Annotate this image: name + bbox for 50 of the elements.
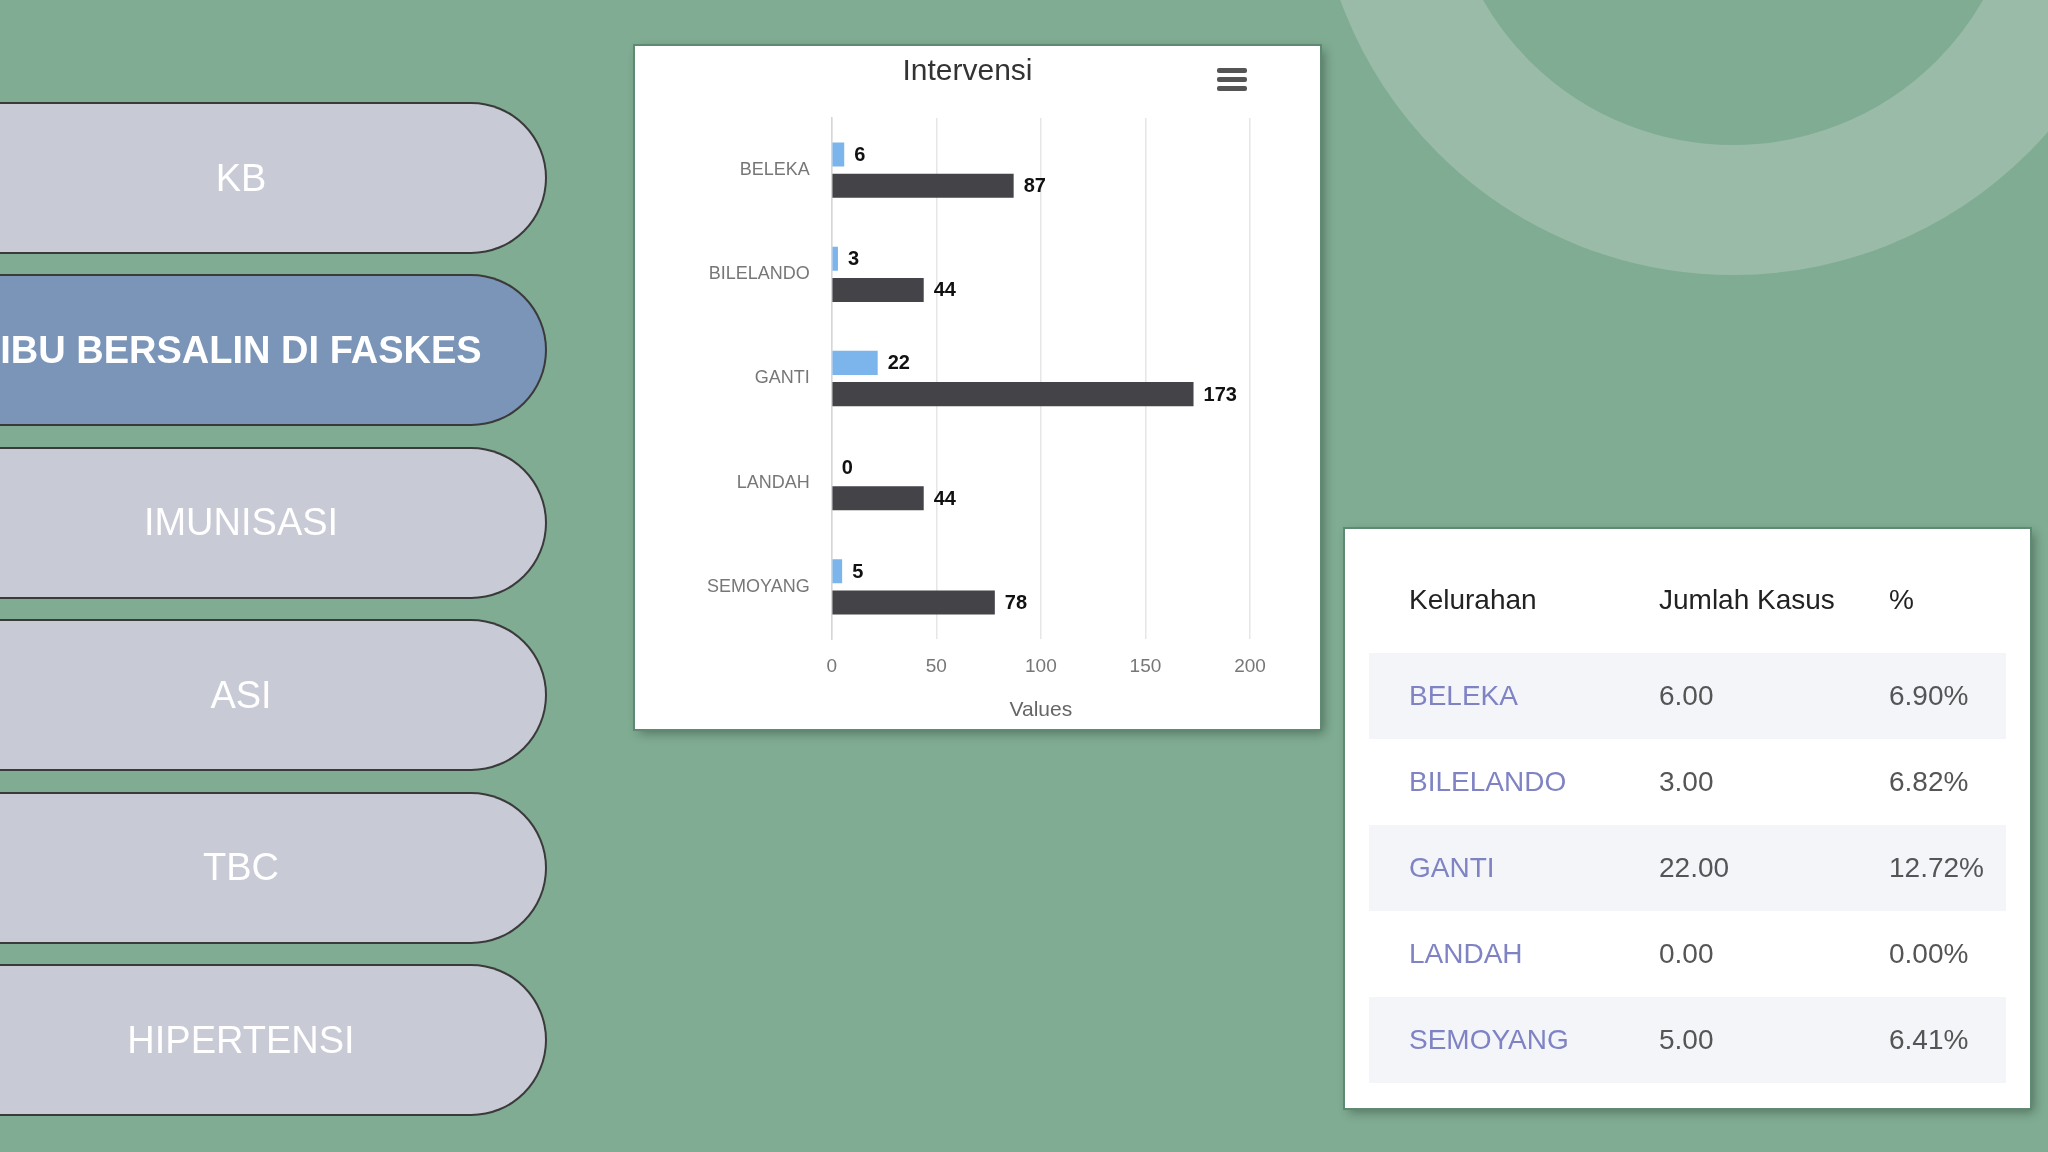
bar: [832, 246, 838, 271]
text: 3.00: [1659, 766, 1714, 798]
bar: [832, 277, 924, 302]
bar: [832, 590, 995, 615]
data-label: 5: [852, 559, 864, 582]
text: 0.00: [1659, 938, 1714, 970]
data-label: 173: [1203, 382, 1237, 405]
bar: [832, 486, 924, 511]
category-label: IBU BERSALIN DI FASKES: [0, 328, 482, 372]
text: LANDAH: [1409, 938, 1523, 970]
text: GANTI: [1409, 852, 1495, 884]
text: SEMOYANG: [1409, 1024, 1569, 1056]
y-tick-label: BILELANDO: [708, 263, 810, 284]
text: 5.00: [1659, 1024, 1714, 1056]
x-tick-label: 0: [826, 654, 837, 676]
chart-title: Intervensi: [902, 53, 1033, 87]
y-tick-label: BELEKA: [739, 159, 810, 180]
y-tick-label: LANDAH: [736, 471, 810, 492]
y-tick-label: SEMOYANG: [707, 575, 810, 596]
x-tick-label: 50: [925, 654, 947, 676]
bar: [832, 559, 843, 584]
text: 6.90%: [1889, 680, 1969, 712]
text: Kelurahan: [1409, 584, 1537, 616]
data-label: 0: [841, 455, 853, 478]
bar: [832, 382, 1194, 407]
x-tick-label: 200: [1234, 654, 1266, 676]
bar: [832, 173, 1014, 198]
data-label: 3: [847, 247, 860, 270]
bar: [832, 142, 845, 167]
text: 6.41%: [1889, 1024, 1969, 1056]
text: %: [1889, 584, 1914, 616]
y-tick-label: GANTI: [754, 367, 810, 388]
text: 6.82%: [1889, 766, 1969, 798]
text: 22.00: [1659, 852, 1730, 884]
data-label: 78: [1004, 591, 1028, 614]
x-tick-label: 100: [1024, 654, 1057, 676]
text: 0.00%: [1889, 938, 1969, 970]
data-label: 44: [933, 278, 957, 301]
data-label: 44: [933, 486, 957, 509]
data-label: 6: [854, 142, 866, 165]
bar: [832, 350, 878, 375]
text: BILELANDO: [1409, 766, 1567, 798]
text: 12.72%: [1889, 852, 1984, 884]
data-label: 22: [887, 351, 910, 374]
x-tick-label: 150: [1129, 654, 1162, 676]
text: 6.00: [1659, 680, 1714, 712]
text: Jumlah Kasus: [1659, 584, 1835, 616]
data-label: 87: [1023, 174, 1046, 197]
text: BELEKA: [1409, 680, 1518, 712]
x-axis-title: Values: [1009, 697, 1073, 721]
